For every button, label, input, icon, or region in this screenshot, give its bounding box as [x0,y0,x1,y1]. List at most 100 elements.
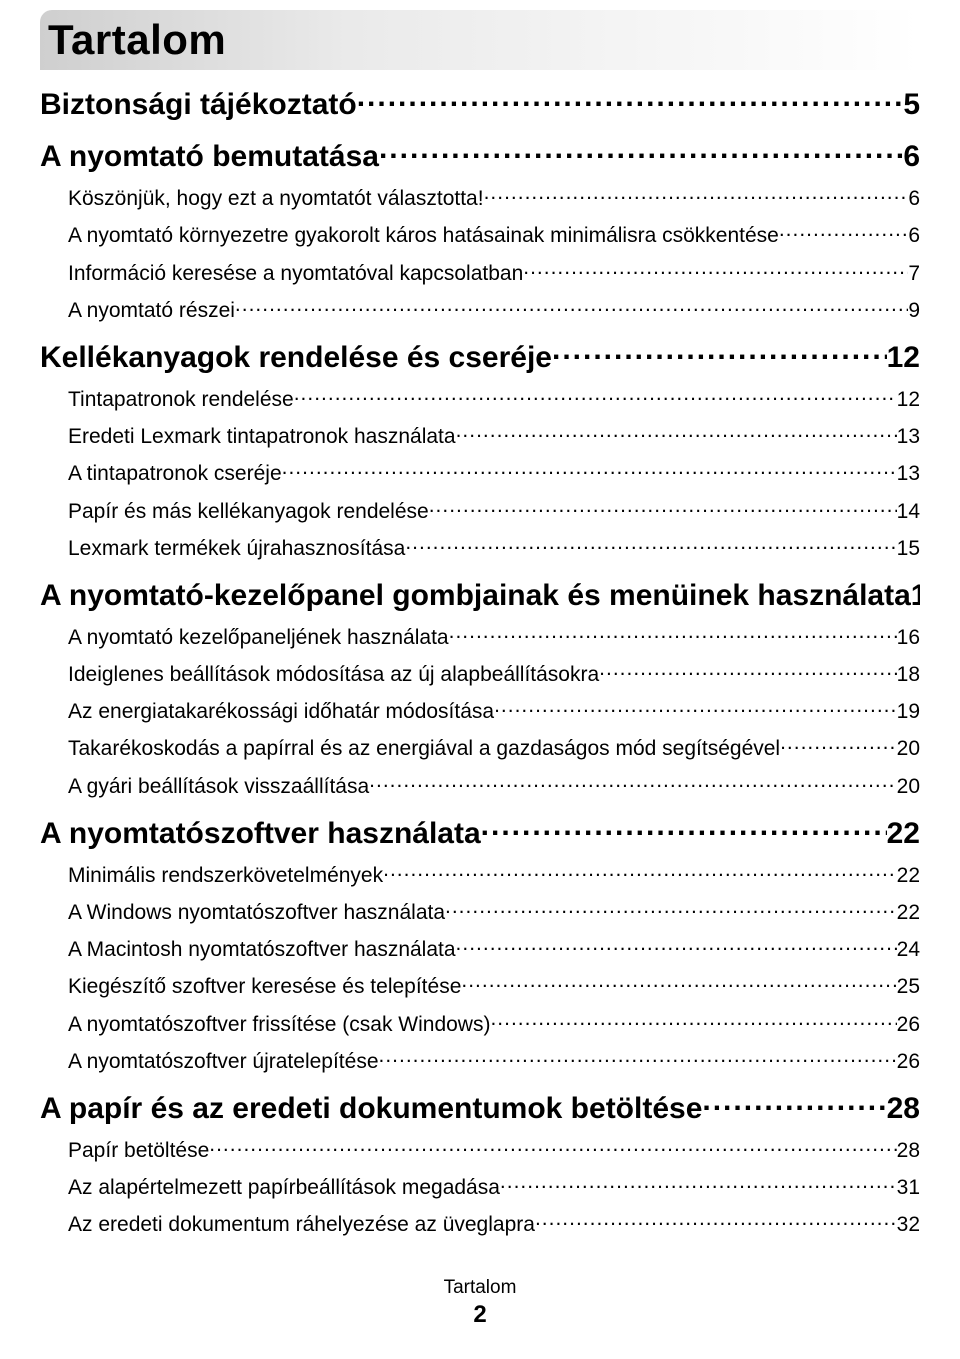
toc-page: 15 [897,537,920,561]
toc-label: A nyomtatószoftver újratelepítése [68,1050,379,1074]
toc-label: A nyomtató környezetre gyakorolt káros h… [68,224,779,248]
toc-entry-lvl2[interactable]: Tintapatronok rendelése12 [40,387,920,412]
toc-entry-lvl1[interactable]: A papír és az eredeti dokumentumok betöl… [40,1092,920,1126]
toc-leader [523,260,908,279]
toc-label: A nyomtató bemutatása [40,140,379,174]
toc-page: 22 [897,901,920,925]
toc-entry-lvl2[interactable]: Az alapértelmezett papírbeállítások mega… [40,1175,920,1200]
toc-label: Az energiatakarékossági időhatár módosít… [68,700,494,724]
toc-leader [294,387,897,406]
toc-label: Minimális rendszerkövetelmények [68,864,383,888]
toc-page: 26 [897,1050,920,1074]
header-band: Tartalom [40,10,920,70]
toc-leader [780,736,897,755]
toc-page: 6 [908,187,920,211]
toc-label: Ideiglenes beállítások módosítása az új … [68,663,599,687]
toc-leader [235,298,908,317]
toc-page: 22 [887,817,920,851]
toc-entry-lvl2[interactable]: Papír és más kellékanyagok rendelése14 [40,498,920,523]
toc-label: Köszönjük, hogy ezt a nyomtatót választo… [68,187,484,211]
toc-leader [449,625,897,644]
toc-leader [535,1212,897,1231]
toc-page: 31 [897,1176,920,1200]
toc-page: 26 [897,1013,920,1037]
toc-entry-lvl2[interactable]: Az eredeti dokumentum ráhelyezése az üve… [40,1212,920,1237]
toc-label: Eredeti Lexmark tintapatronok használata [68,425,456,449]
toc-label: A nyomtató kezelőpaneljének használata [68,626,449,650]
toc-label: Papír betöltése [68,1139,209,1163]
toc-page: 22 [897,864,920,888]
toc-leader [379,147,903,166]
toc-entry-lvl2[interactable]: Eredeti Lexmark tintapatronok használata… [40,424,920,449]
toc-label: Az alapértelmezett papírbeállítások mega… [68,1176,500,1200]
toc-leader [461,974,896,993]
toc-entry-lvl2[interactable]: Papír betöltése 28 [40,1138,920,1163]
toc-entry-lvl2[interactable]: Köszönjük, hogy ezt a nyomtatót választo… [40,186,920,211]
toc-page: 24 [897,938,920,962]
toc-page: 25 [897,975,920,999]
toc-entry-lvl2[interactable]: A gyári beállítások visszaállítása20 [40,773,920,798]
toc-entry-lvl2[interactable]: Lexmark termékek újrahasznosítása 15 [40,536,920,561]
toc-entry-lvl2[interactable]: A nyomtató környezetre gyakorolt káros h… [40,223,920,248]
toc-leader [484,186,909,205]
toc-leader [369,773,896,792]
toc-entry-lvl1[interactable]: A nyomtató-kezelőpanel gombjainak és men… [40,579,920,613]
footer: Tartalom 2 [40,1277,920,1329]
footer-label: Tartalom [40,1277,920,1299]
toc-entry-lvl2[interactable]: A tintapatronok cseréje 13 [40,461,920,486]
toc-page: 19 [897,700,920,724]
toc-label: A nyomtató-kezelőpanel gombjainak és men… [40,579,911,613]
toc-leader [282,461,897,480]
page-title: Tartalom [48,16,920,64]
toc-entry-lvl2[interactable]: Az energiatakarékossági időhatár módosít… [40,699,920,724]
toc-leader [490,1011,896,1030]
toc-page: 13 [897,425,920,449]
toc-entry-lvl2[interactable]: Információ keresése a nyomtatóval kapcso… [40,260,920,285]
toc-leader [383,863,897,882]
toc-page: 6 [908,224,920,248]
toc-leader [702,1099,886,1118]
toc-page: 20 [897,775,920,799]
toc-label: Papír és más kellékanyagok rendelése [68,500,429,524]
toc-entry-lvl2[interactable]: Takarékoskodás a papírral és az energiáv… [40,736,920,761]
page: Tartalom Biztonsági tájékoztató5 A nyomta… [0,0,960,1359]
toc-entry-lvl2[interactable]: Kiegészítő szoftver keresése és telepíté… [40,974,920,999]
toc-page: 12 [897,388,920,412]
toc-label: A nyomtatószoftver frissítése (csak Wind… [68,1013,490,1037]
toc-container: Biztonsági tájékoztató5 A nyomtató bemuta… [40,88,920,1237]
toc-label: A Windows nyomtatószoftver használata [68,901,445,925]
toc-entry-lvl1[interactable]: Biztonsági tájékoztató5 [40,88,920,122]
toc-page: 7 [908,262,920,286]
toc-page: 5 [903,88,920,122]
toc-page: 28 [897,1139,920,1163]
toc-entry-lvl1[interactable]: A nyomtató bemutatása6 [40,140,920,174]
toc-label: A tintapatronok cseréje [68,462,282,486]
toc-label: A papír és az eredeti dokumentumok betöl… [40,1092,702,1126]
toc-leader [209,1138,896,1157]
toc-label: Lexmark termékek újrahasznosítása [68,537,405,561]
toc-leader [552,348,887,367]
toc-page: 18 [897,663,920,687]
toc-label: Takarékoskodás a papírral és az energiáv… [68,737,780,761]
toc-entry-lvl1[interactable]: Kellékanyagok rendelése és cseréje12 [40,341,920,375]
toc-page: 13 [897,462,920,486]
toc-label: Információ keresése a nyomtatóval kapcso… [68,262,523,286]
toc-entry-lvl2[interactable]: A nyomtató részei9 [40,298,920,323]
toc-entry-lvl2[interactable]: A Windows nyomtatószoftver használata 22 [40,900,920,925]
toc-entry-lvl2[interactable]: A nyomtatószoftver frissítése (csak Wind… [40,1011,920,1036]
toc-entry-lvl2[interactable]: A nyomtató kezelőpaneljének használata16 [40,625,920,650]
toc-entry-lvl2[interactable]: A nyomtatószoftver újratelepítése 26 [40,1049,920,1074]
toc-entry-lvl1[interactable]: A nyomtatószoftver használata22 [40,817,920,851]
toc-page: 9 [908,299,920,323]
footer-page: 2 [40,1301,920,1329]
toc-entry-lvl2[interactable]: A Macintosh nyomtatószoftver használata2… [40,937,920,962]
toc-leader [481,823,887,842]
toc-leader [779,223,908,242]
toc-page: 28 [887,1092,920,1126]
toc-leader [494,699,897,718]
toc-entry-lvl2[interactable]: Ideiglenes beállítások módosítása az új … [40,662,920,687]
toc-entry-lvl2[interactable]: Minimális rendszerkövetelmények 22 [40,863,920,888]
toc-leader [405,536,896,555]
toc-leader [429,498,897,517]
toc-leader [379,1049,897,1068]
